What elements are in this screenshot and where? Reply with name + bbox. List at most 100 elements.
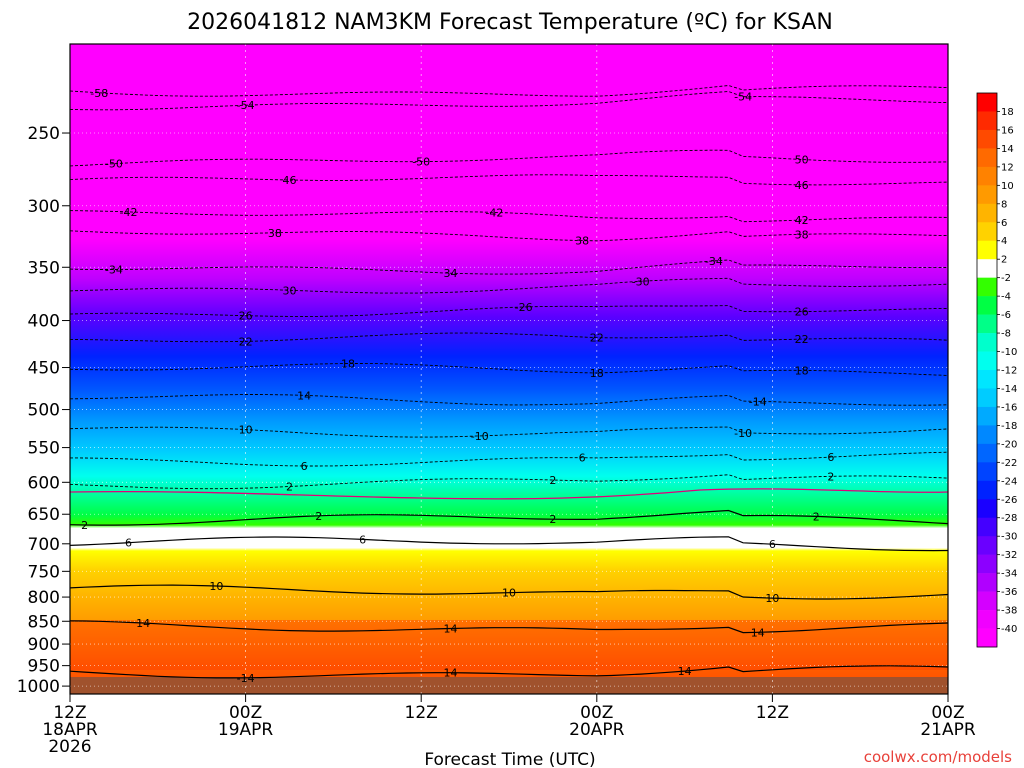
x-axis-label: Forecast Time (UTC) — [424, 750, 595, 768]
colorbar-label: 12 — [1001, 162, 1014, 173]
isotherm-label: 22 — [590, 332, 604, 345]
isotherm-line — [69, 509, 949, 526]
isotherm-line — [69, 451, 949, 467]
isotherm-label: 2 — [315, 510, 322, 523]
pressure-tick-label: 300 — [28, 197, 60, 217]
time-tick-label: 20APR — [569, 720, 625, 740]
colorbar-swatch — [977, 517, 997, 537]
isotherm-label: 10 — [765, 592, 779, 605]
time-tick-label: 19APR — [218, 720, 274, 740]
colorbar-swatch — [977, 93, 997, 112]
colorbar-label: 2 — [1001, 255, 1007, 266]
time-tick-label: 00Z — [580, 703, 613, 723]
colorbar-swatch — [977, 591, 997, 611]
time-tick-label: 12Z — [405, 703, 438, 723]
colorbar-swatch — [977, 425, 997, 445]
isotherm-line — [69, 259, 949, 275]
isotherm-label: -14 — [237, 672, 255, 685]
colorbar-swatch — [977, 166, 997, 186]
isotherm-label: 2 — [549, 474, 556, 487]
colorbar-swatch — [977, 480, 997, 500]
isotherm-label: 18 — [341, 358, 355, 371]
colorbar-label: -10 — [1001, 347, 1017, 358]
isotherm-label: -42 — [485, 206, 503, 219]
isotherm-line — [69, 426, 949, 438]
pressure-tick-label: 550 — [28, 439, 60, 459]
colorbar-label: 16 — [1001, 125, 1014, 136]
colorbar-swatch — [977, 111, 997, 131]
plot-frame — [69, 43, 949, 695]
isotherm-label: 10 — [502, 587, 516, 600]
time-tick-label: 00Z — [931, 703, 964, 723]
isotherm-label: 22 — [239, 335, 253, 348]
isotherm-label: 10 — [239, 424, 253, 437]
colorbar-swatch — [977, 203, 997, 223]
isotherm-line — [69, 394, 949, 406]
isotherm-label: 14 — [443, 622, 457, 635]
isotherm-label: -50 — [412, 156, 430, 169]
isotherm-label: 2 — [813, 510, 820, 523]
isotherm-label: 38 — [795, 228, 809, 241]
isotherm-line — [69, 149, 949, 167]
time-tick-label: 12Z — [756, 703, 789, 723]
isotherm-label: 14 — [136, 617, 150, 630]
colorbar-label: 8 — [1001, 199, 1007, 210]
colorbar-label: 10 — [1001, 181, 1014, 192]
colorbar-label: -34 — [1001, 569, 1017, 580]
colorbar-swatch — [977, 610, 997, 629]
chart-title: 2026041812 NAM3KM Forecast Temperature (… — [187, 10, 833, 35]
colorbar-swatch — [977, 148, 997, 168]
colorbar-swatch — [977, 351, 997, 371]
pressure-axis: 250 300 350 400 450 500 550 600 650 700 750 800 850 9… — [17, 124, 70, 697]
colorbar-swatch — [977, 240, 997, 260]
isotherm-label: 42 — [795, 214, 809, 227]
isotherm-label: -10 — [471, 430, 489, 443]
colorbar-label: -40 — [1001, 624, 1017, 635]
colorbar-label: 4 — [1001, 236, 1007, 247]
colorbar-label: -2 — [1001, 273, 1011, 284]
isotherm-label: 14 — [751, 626, 765, 639]
isotherm-line — [69, 536, 949, 552]
isotherm-label: 2 — [286, 481, 293, 494]
isotherm-label: -30 — [632, 275, 650, 288]
colorbar-label: -28 — [1001, 513, 1017, 524]
isotherm-label: 18 — [795, 364, 809, 377]
isotherm-label: -50 — [105, 158, 123, 171]
colorbar-swatch — [977, 388, 997, 408]
freezing-line — [69, 488, 949, 500]
colorbar-label: -38 — [1001, 606, 1017, 617]
isotherm-label: 50 — [795, 153, 809, 166]
colorbar-label: -24 — [1001, 476, 1017, 487]
pressure-tick-label: 350 — [28, 258, 60, 278]
colorbar-label: -12 — [1001, 366, 1017, 377]
colorbar-label: 18 — [1001, 107, 1014, 118]
pressure-tick-label: 650 — [28, 505, 60, 525]
colorbar-label: -18 — [1001, 421, 1017, 432]
isotherm-line — [69, 277, 949, 294]
isotherm-label: -34 — [105, 263, 123, 276]
isotherm-label: 6 — [301, 460, 308, 473]
isotherm-label: 18 — [590, 367, 604, 380]
isotherm-label: 14 — [443, 667, 457, 680]
isotherm-label: 10 — [209, 580, 223, 593]
time-tick-label: 00Z — [229, 703, 262, 723]
colorbar-swatch — [977, 628, 997, 648]
credit-link[interactable]: coolwx.com/models — [864, 748, 1012, 766]
colorbar-swatch — [977, 129, 997, 149]
isotherm-label: -10 — [734, 427, 752, 440]
isotherm-label: 34 — [443, 267, 457, 280]
colorbar-label: -26 — [1001, 495, 1017, 506]
colorbar-swatch — [977, 499, 997, 519]
isotherm-label: -42 — [120, 206, 138, 219]
pressure-tick-label: 400 — [28, 312, 60, 332]
isotherm-label: 2 — [827, 470, 834, 483]
pressure-tick-label: 600 — [28, 473, 60, 493]
isotherm-label: 14 — [297, 389, 311, 402]
isotherm-line — [69, 363, 949, 376]
colorbar-swatch — [977, 185, 997, 205]
isotherm-label: 46 — [283, 174, 297, 187]
isotherm-label: 38 — [575, 235, 589, 248]
pressure-tick-label: 250 — [28, 124, 60, 144]
colorbar-swatch — [977, 443, 997, 463]
